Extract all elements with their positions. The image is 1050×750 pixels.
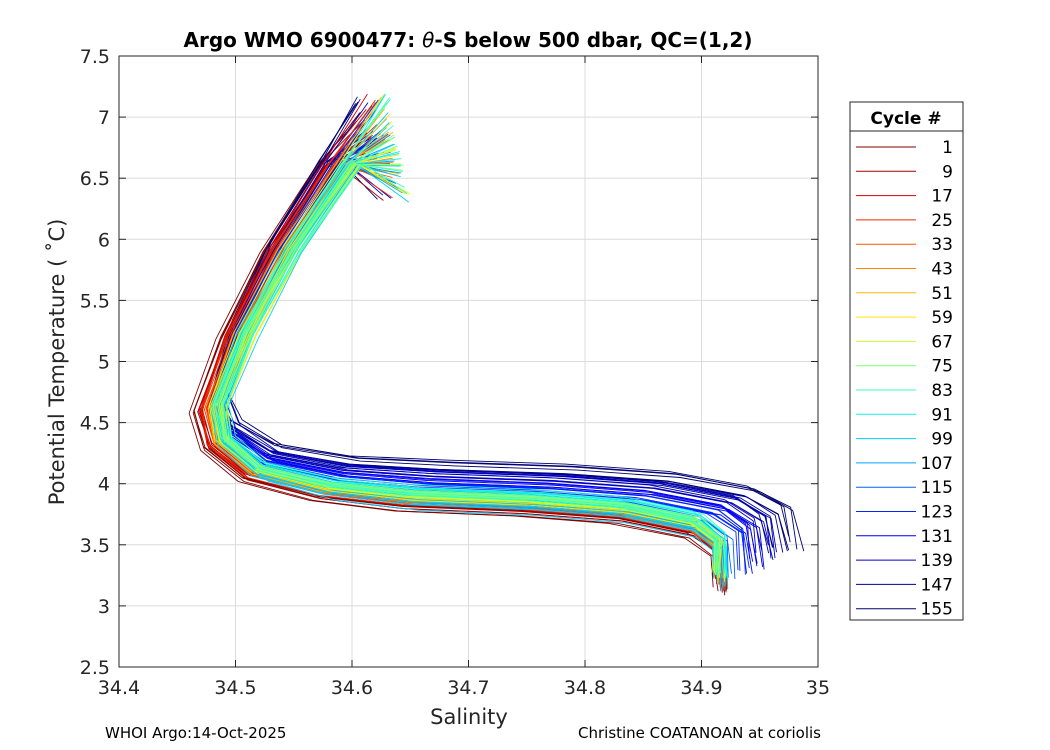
profile-line	[225, 166, 721, 592]
legend-label: 33	[931, 235, 953, 255]
title-suffix: -S below 500 dbar, QC=(1,2)	[434, 28, 752, 52]
legend-title: Cycle #	[870, 109, 941, 129]
legend-label: 139	[921, 551, 953, 571]
legend-label: 83	[931, 381, 953, 401]
legend-label: 67	[931, 332, 953, 352]
y-tick-label: 3.5	[80, 535, 110, 557]
legend-label: 155	[921, 600, 953, 620]
footer-source: WHOI Argo:14-Oct-2025	[105, 724, 287, 742]
x-tick-label: 34.4	[98, 677, 140, 699]
x-tick-label: 34.8	[564, 677, 606, 699]
legend-label: 147	[921, 575, 953, 595]
profile-line	[222, 164, 718, 576]
legend-label: 51	[931, 284, 953, 304]
legend-label: 107	[921, 454, 953, 474]
y-tick-label: 5.5	[80, 290, 110, 312]
profile-curves	[188, 93, 805, 596]
legend-box	[849, 101, 964, 621]
profile-line	[212, 98, 717, 574]
legend-label: 75	[931, 357, 953, 377]
profile-line	[200, 107, 720, 585]
legend-label: 59	[931, 308, 953, 328]
y-tick-label: 5	[98, 352, 110, 374]
x-tick-label: 34.9	[680, 677, 722, 699]
profile-line	[221, 145, 719, 575]
y-tick-label: 4.5	[80, 413, 110, 435]
x-tick-label: 34.7	[447, 677, 489, 699]
profile-line	[219, 165, 715, 579]
profile-line	[188, 120, 714, 588]
profile-line	[192, 140, 719, 592]
x-tick-label: 34.6	[331, 677, 373, 699]
legend-label: 1	[942, 138, 953, 158]
legend-label: 91	[931, 405, 953, 425]
legend-label: 25	[931, 211, 953, 231]
chart-title: Argo WMO 6900477: θ-S below 500 dbar, QC…	[184, 28, 753, 52]
legend-label: 123	[921, 503, 953, 523]
profile-line	[214, 121, 722, 583]
y-axis-label: Potential Temperature ( ˚C)	[45, 219, 69, 506]
y-tick-label: 6.5	[80, 168, 110, 190]
title-theta: θ	[422, 28, 434, 52]
y-tick-label: 6	[98, 229, 110, 251]
legend-label: 115	[921, 478, 953, 498]
y-tick-label: 7	[98, 107, 110, 129]
y-tick-label: 4	[98, 474, 110, 496]
y-tick-label: 7.5	[80, 46, 110, 68]
y-tick-label: 3	[98, 596, 110, 618]
legend-label: 9	[942, 162, 953, 182]
axis-ticks: 34.4 34.5 34.6 34.7 34.8 34.9 35 2.5 3 3.5 4 4.5 5 5.…	[80, 46, 830, 699]
legend-label: 43	[931, 260, 953, 280]
footer-author: Christine COATANOAN at coriolis	[578, 724, 821, 742]
title-prefix: Argo WMO 6900477:	[184, 28, 423, 52]
profile-line	[222, 158, 727, 577]
legend-label: 131	[921, 527, 953, 547]
legend-label: 17	[931, 187, 953, 207]
x-tick-label: 34.5	[214, 677, 256, 699]
legend: Cycle # 1 9 17 25 33 43 51 59 67 75 83 91 99 107 115 12…	[849, 101, 964, 621]
x-axis-label: Salinity	[430, 705, 508, 729]
y-tick-label: 2.5	[80, 657, 110, 679]
legend-entries: 1 9 17 25 33 43 51 59 67 75 83 91 99 107 115 123 131 139 1…	[856, 138, 953, 620]
x-tick-label: 35	[806, 677, 830, 699]
profile-line	[227, 163, 726, 575]
legend-label: 99	[931, 430, 953, 450]
